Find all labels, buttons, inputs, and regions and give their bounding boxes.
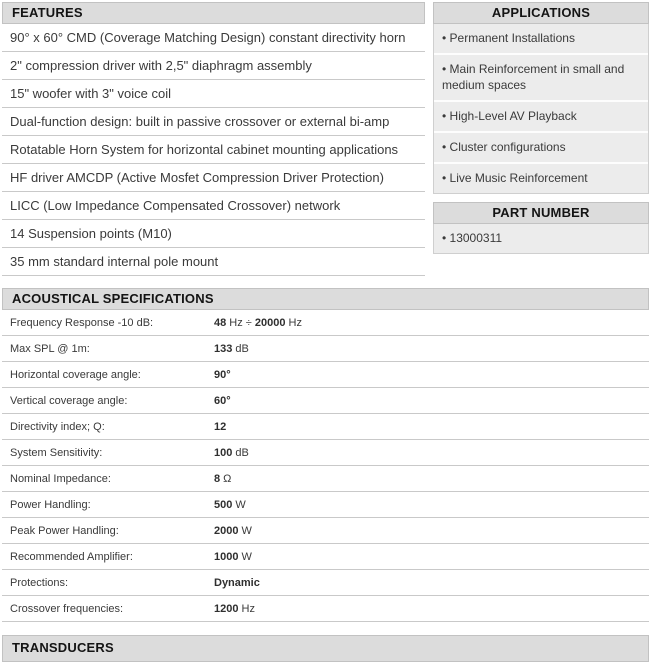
spec-row: Max SPL @ 1m: 133 dB bbox=[2, 336, 649, 362]
feature-item: Rotatable Horn System for horizontal cab… bbox=[2, 136, 425, 164]
spec-row: Horizontal coverage angle: 90° bbox=[2, 362, 649, 388]
spec-value: 100 dB bbox=[214, 447, 249, 459]
spec-value: 133 dB bbox=[214, 343, 249, 355]
spec-row: Protections: Dynamic bbox=[2, 570, 649, 596]
application-item: • Permanent Installations bbox=[434, 24, 648, 55]
spec-value: 60° bbox=[214, 395, 231, 407]
spec-label: Max SPL @ 1m: bbox=[10, 343, 90, 355]
spec-label: Vertical coverage angle: bbox=[10, 395, 128, 407]
feature-item: 14 Suspension points (M10) bbox=[2, 220, 425, 248]
spec-row: Frequency Response -10 dB: 48 Hz ÷ 20000 … bbox=[2, 310, 649, 336]
features-list: 90° x 60° CMD (Coverage Matching Design)… bbox=[2, 24, 425, 276]
spec-label: Peak Power Handling: bbox=[10, 525, 119, 537]
transducers-header: TRANSDUCERS bbox=[2, 635, 649, 662]
spec-value: 1200 Hz bbox=[214, 603, 255, 615]
spec-value: Dynamic bbox=[214, 577, 260, 589]
part-number-panel: PART NUMBER • 13000311 bbox=[433, 202, 649, 254]
spec-row: Crossover frequencies: 1200 Hz bbox=[2, 596, 649, 622]
part-number-header: PART NUMBER bbox=[433, 202, 649, 224]
application-item: • Live Music Reinforcement bbox=[442, 171, 588, 185]
feature-item: Dual-function design: built in passive c… bbox=[2, 108, 425, 136]
feature-item: HF driver AMCDP (Active Mosfet Compressi… bbox=[2, 164, 425, 192]
spec-label: Power Handling: bbox=[10, 499, 91, 511]
spec-label: Crossover frequencies: bbox=[10, 603, 124, 615]
spec-row: Recommended Amplifier: 1000 W bbox=[2, 544, 649, 570]
feature-item: 90° x 60° CMD (Coverage Matching Design)… bbox=[2, 24, 425, 52]
spec-label: Horizontal coverage angle: bbox=[10, 369, 141, 381]
spec-row: Nominal Impedance: 8 Ω bbox=[2, 466, 649, 492]
spec-value: 2000 W bbox=[214, 525, 252, 537]
spec-row: Directivity index; Q: 12 bbox=[2, 414, 649, 440]
acoustical-specifications-header: ACOUSTICAL SPECIFICATIONS bbox=[2, 288, 649, 310]
application-item: • Cluster configurations bbox=[434, 133, 648, 164]
spec-label: Directivity index; Q: bbox=[10, 421, 105, 433]
feature-item: 35 mm standard internal pole mount bbox=[2, 248, 425, 276]
spec-label: System Sensitivity: bbox=[10, 447, 103, 459]
feature-item: 15" woofer with 3" voice coil bbox=[2, 80, 425, 108]
spec-label: Nominal Impedance: bbox=[10, 473, 111, 485]
spec-row: System Sensitivity: 100 dB bbox=[2, 440, 649, 466]
spec-label: Protections: bbox=[10, 577, 69, 589]
application-item: • Main Reinforcement in small and medium… bbox=[434, 55, 648, 102]
feature-item: LICC (Low Impedance Compensated Crossove… bbox=[2, 192, 425, 220]
spec-value: 90° bbox=[214, 369, 231, 381]
application-item: • High-Level AV Playback bbox=[434, 102, 648, 133]
feature-item: 2" compression driver with 2,5" diaphrag… bbox=[2, 52, 425, 80]
applications-header: APPLICATIONS bbox=[433, 2, 649, 24]
spec-row: Peak Power Handling: 2000 W bbox=[2, 518, 649, 544]
part-number-list: • 13000311 bbox=[433, 224, 649, 254]
features-section: FEATURES 90° x 60° CMD (Coverage Matchin… bbox=[2, 2, 425, 276]
spec-value: 48 Hz ÷ 20000 Hz bbox=[214, 317, 302, 329]
spec-label: Frequency Response -10 dB: bbox=[10, 317, 154, 329]
spec-value: 1000 W bbox=[214, 551, 252, 563]
top-columns: FEATURES 90° x 60° CMD (Coverage Matchin… bbox=[2, 2, 649, 276]
spec-row: Power Handling: 500 W bbox=[2, 492, 649, 518]
spec-label: Recommended Amplifier: bbox=[10, 551, 133, 563]
spec-value: 500 W bbox=[214, 499, 246, 511]
spec-value: 8 Ω bbox=[214, 473, 232, 485]
spec-value: 12 bbox=[214, 421, 227, 433]
features-header: FEATURES bbox=[2, 2, 425, 24]
applications-list: • Permanent Installations • Main Reinforc… bbox=[433, 24, 649, 194]
spec-row: Vertical coverage angle: 60° bbox=[2, 388, 649, 414]
part-number-item: • 13000311 bbox=[442, 231, 503, 245]
applications-panel: APPLICATIONS • Permanent Installations • … bbox=[433, 2, 649, 194]
acoustical-specifications-table: Frequency Response -10 dB: 48 Hz ÷ 20000 … bbox=[2, 310, 649, 622]
right-column: APPLICATIONS • Permanent Installations • … bbox=[433, 2, 649, 276]
